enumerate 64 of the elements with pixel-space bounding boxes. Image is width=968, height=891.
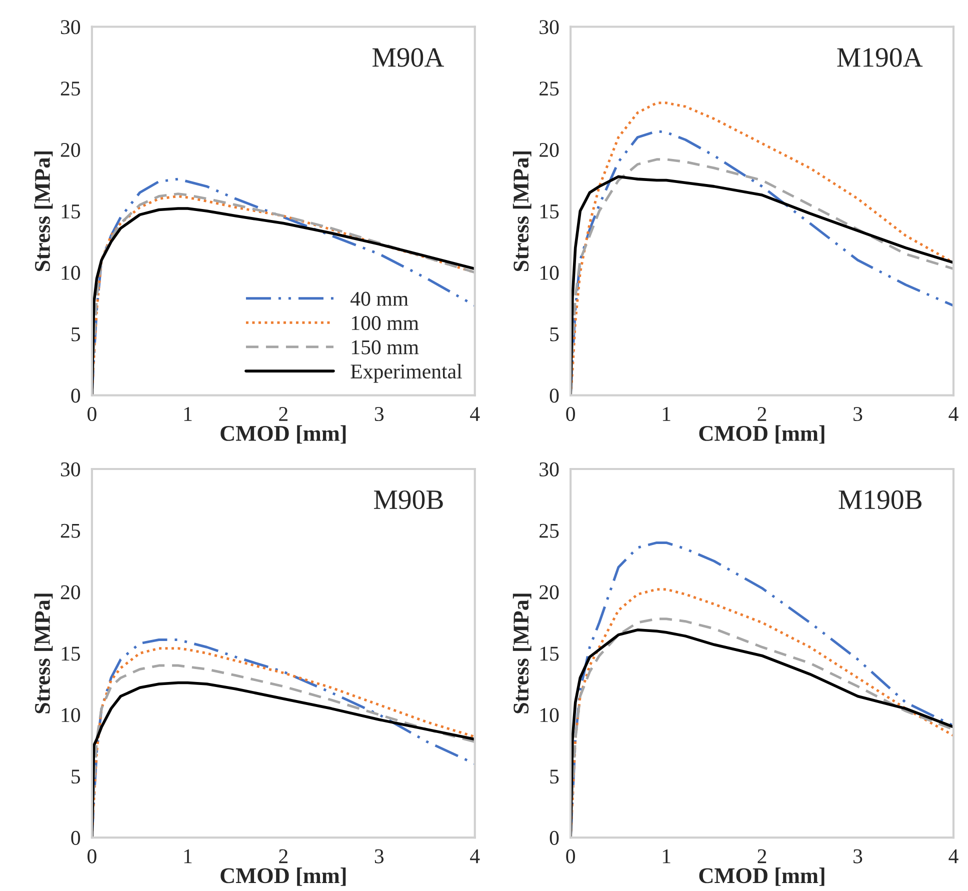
legend-label: 40 mm [350, 292, 408, 306]
y-tick-label: 0 [550, 388, 559, 403]
y-axis-title: Stress [MPa] [512, 151, 532, 272]
y-tick-label: 15 [62, 204, 80, 218]
x-tick-label: 2 [279, 849, 288, 864]
x-tick-label: 1 [184, 849, 192, 864]
y-tick-label: 20 [540, 585, 559, 600]
y-tick-label: 25 [60, 82, 80, 96]
y-tick-label: 10 [540, 266, 559, 280]
x-tick-label: 4 [470, 407, 480, 421]
x-tick-label: 3 [374, 407, 384, 422]
y-tick-label: 15 [62, 646, 80, 661]
y-tick-label: 5 [550, 770, 559, 784]
y-tick-label: 10 [62, 266, 80, 280]
y-tick-label: 5 [72, 327, 80, 342]
y-tick-label: 5 [72, 770, 80, 784]
x-tick-label: 1 [662, 407, 670, 421]
x-tick-label: 4 [948, 407, 958, 421]
x-tick-label: 2 [279, 407, 288, 421]
y-axis-title: Stress [MPa] [34, 151, 53, 272]
annotation: M190B [838, 490, 922, 510]
x-tick-label: 1 [184, 407, 192, 421]
y-tick-label: 0 [71, 830, 80, 845]
legend-label: 150 mm [352, 340, 419, 354]
x-tick-label: 3 [374, 849, 384, 864]
annotation: M90B [374, 490, 443, 510]
y-tick-label: 30 [540, 462, 559, 476]
y-tick-label: 15 [540, 646, 559, 661]
y-tick-label: 30 [61, 20, 80, 34]
y-tick-label: 25 [540, 82, 559, 96]
x-tick-label: 0 [566, 849, 575, 864]
x-axis-title: CMOD [mm] [699, 868, 824, 886]
y-tick-label: 5 [550, 327, 559, 342]
x-tick-label: 4 [948, 849, 958, 864]
x-axis-title: CMOD [mm] [699, 425, 824, 444]
x-tick-label: 1 [662, 849, 670, 864]
x-axis-title: CMOD [mm] [220, 868, 346, 886]
y-tick-label: 20 [60, 585, 80, 600]
y-tick-label: 10 [540, 708, 559, 722]
y-axis-title: Stress [MPa] [512, 594, 532, 714]
y-tick-label: 20 [60, 142, 80, 158]
x-tick-label: 3 [854, 407, 862, 422]
annotation: M90A [372, 48, 444, 67]
x-tick-label: 3 [854, 849, 862, 864]
y-tick-label: 25 [60, 524, 80, 538]
x-tick-label: 0 [88, 849, 96, 864]
x-tick-label: 0 [566, 406, 575, 422]
y-tick-label: 30 [61, 462, 80, 476]
y-axis-title: Stress [MPa] [34, 594, 53, 714]
legend-label: 100 mm [352, 316, 419, 330]
x-tick-label: 4 [470, 849, 480, 864]
y-tick-label: 30 [540, 20, 559, 34]
y-tick-label: 15 [540, 204, 559, 218]
y-tick-label: 0 [550, 830, 559, 845]
annotation: M190A [837, 48, 923, 67]
legend-label: Experimental [350, 364, 462, 383]
x-tick-label: 2 [758, 849, 766, 864]
y-tick-label: 20 [540, 142, 559, 158]
y-tick-label: 0 [71, 388, 80, 403]
y-tick-label: 10 [62, 708, 80, 722]
x-tick-label: 2 [758, 407, 766, 421]
x-tick-label: 0 [88, 406, 96, 422]
x-axis-title: CMOD [mm] [220, 425, 346, 444]
y-tick-label: 25 [540, 524, 559, 538]
